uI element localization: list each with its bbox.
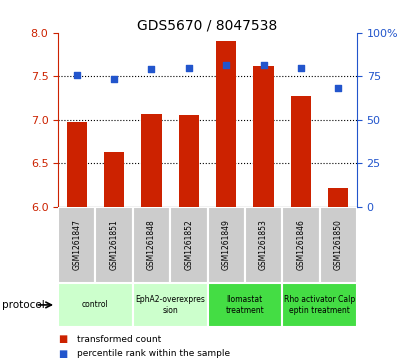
Text: protocol: protocol [2, 300, 45, 310]
Bar [290, 96, 311, 207]
Text: percentile rank within the sample: percentile rank within the sample [77, 350, 230, 358]
Text: EphA2-overexpres
sion: EphA2-overexpres sion [135, 295, 205, 315]
Text: ■: ■ [58, 349, 67, 359]
Point [298, 65, 304, 70]
Text: ■: ■ [58, 334, 67, 344]
Bar [245, 207, 282, 283]
Bar [282, 207, 320, 283]
Bar [104, 152, 124, 207]
Text: GSM1261848: GSM1261848 [147, 220, 156, 270]
Bar [320, 207, 357, 283]
Bar [133, 283, 208, 327]
Point [260, 62, 267, 68]
Point [223, 62, 229, 68]
Point [111, 76, 117, 82]
Text: GSM1261849: GSM1261849 [222, 220, 231, 270]
Bar [208, 207, 245, 283]
Bar [58, 207, 95, 283]
Text: GSM1261852: GSM1261852 [184, 220, 193, 270]
Bar [208, 283, 282, 327]
Text: Rho activator Calp
eptin treatment: Rho activator Calp eptin treatment [284, 295, 355, 315]
Text: GSM1261846: GSM1261846 [296, 220, 305, 270]
Bar [282, 283, 357, 327]
Text: GSM1261853: GSM1261853 [259, 220, 268, 270]
Point [335, 86, 342, 91]
Bar [141, 114, 162, 207]
Text: transformed count: transformed count [77, 335, 161, 344]
Point [148, 66, 155, 72]
Text: GSM1261851: GSM1261851 [110, 220, 119, 270]
Bar [66, 122, 87, 207]
Text: Ilomastat
treatment: Ilomastat treatment [225, 295, 264, 315]
Bar [253, 66, 274, 207]
Text: GSM1261850: GSM1261850 [334, 220, 343, 270]
Bar [58, 283, 133, 327]
Point [186, 65, 192, 71]
Bar [216, 41, 237, 207]
Bar [328, 188, 349, 207]
Text: GDS5670 / 8047538: GDS5670 / 8047538 [137, 18, 278, 32]
Text: control: control [82, 301, 109, 309]
Bar [170, 207, 208, 283]
Point [73, 73, 80, 78]
Bar [133, 207, 170, 283]
Bar [178, 115, 199, 207]
Bar [95, 207, 133, 283]
Text: GSM1261847: GSM1261847 [72, 220, 81, 270]
